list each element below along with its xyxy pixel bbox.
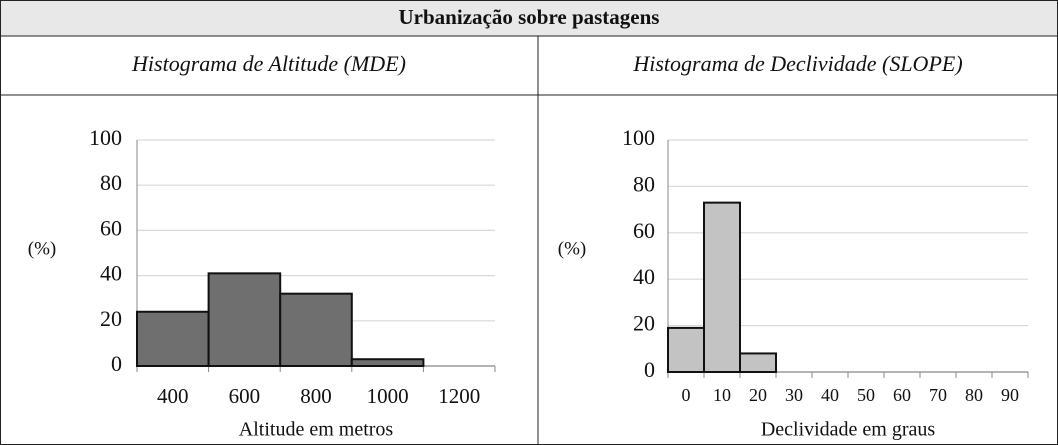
y-tick-label: 60 — [100, 215, 122, 240]
x-tick-label: 90 — [1001, 385, 1019, 405]
y-tick-label: 80 — [100, 170, 122, 195]
x-tick-label: 1000 — [367, 384, 409, 408]
x-tick-label: 30 — [785, 385, 803, 405]
bar — [667, 326, 705, 374]
y-tick-label: 0 — [644, 357, 655, 382]
y-tick-label: 40 — [633, 264, 655, 289]
bar — [136, 310, 210, 368]
y-tick-label: 20 — [633, 311, 655, 336]
y-tick-label: 100 — [622, 125, 655, 150]
bar — [350, 358, 425, 368]
chart-title: Histograma de Declividade (SLOPE) — [632, 51, 962, 76]
y-axis-label: (%) — [558, 238, 586, 259]
x-axis-label: Altitude em metros — [239, 419, 394, 441]
y-tick-label: 40 — [100, 261, 122, 286]
bar — [739, 352, 777, 374]
y-axis-label: (%) — [28, 238, 56, 259]
x-tick-label: 60 — [893, 385, 911, 405]
y-tick-label: 80 — [633, 171, 655, 196]
x-tick-label: 20 — [749, 385, 767, 405]
bar — [279, 292, 353, 367]
y-tick-label: 100 — [89, 125, 122, 150]
chart-title: Histograma de Altitude (MDE) — [131, 51, 406, 76]
x-tick-label: 80 — [965, 385, 983, 405]
x-tick-label: 40 — [821, 385, 839, 405]
x-tick-label: 400 — [157, 384, 189, 408]
x-tick-label: 10 — [713, 385, 731, 405]
bar — [207, 272, 282, 367]
x-tick-label: 0 — [682, 385, 691, 405]
x-tick-label: 600 — [229, 384, 261, 408]
bar — [703, 201, 741, 373]
x-tick-label: 70 — [929, 385, 947, 405]
y-tick-label: 0 — [111, 351, 122, 376]
x-tick-label: 800 — [300, 384, 332, 408]
x-axis-label: Declividade em graus — [761, 419, 936, 441]
x-tick-label: 1200 — [438, 384, 480, 408]
x-tick-label: 50 — [857, 385, 875, 405]
table-title: Urbanização sobre pastagens — [399, 5, 660, 29]
y-tick-label: 20 — [100, 306, 122, 331]
y-tick-label: 60 — [633, 218, 655, 243]
header-band — [0, 0, 1058, 36]
